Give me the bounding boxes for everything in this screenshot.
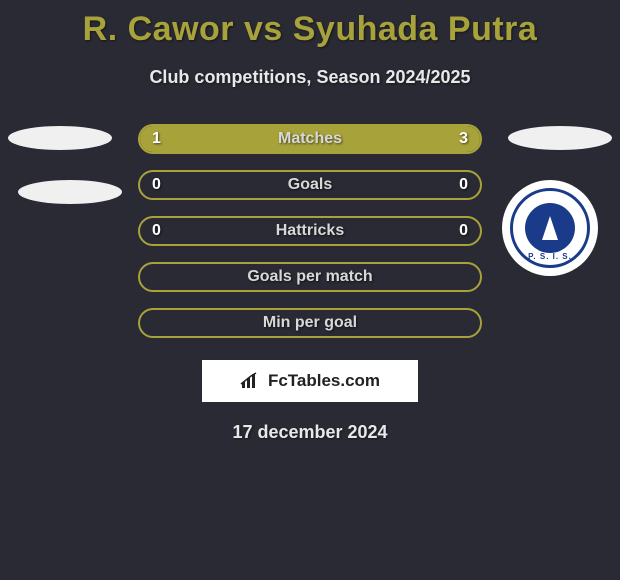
stat-label: Goals bbox=[288, 176, 332, 194]
stat-label: Goals per match bbox=[247, 268, 372, 286]
page-title: R. Cawor vs Syuhada Putra bbox=[0, 0, 620, 49]
stat-label: Hattricks bbox=[276, 222, 344, 240]
stat-right-value: 0 bbox=[459, 176, 468, 194]
brand-text: FcTables.com bbox=[268, 371, 380, 391]
fill-right bbox=[225, 126, 480, 152]
stat-right-value: 3 bbox=[459, 130, 468, 148]
player-left-club-logo-placeholder bbox=[18, 180, 122, 204]
stat-row-min-per-goal: Min per goal bbox=[138, 308, 482, 338]
bar-chart-icon bbox=[240, 372, 262, 390]
monument-icon bbox=[542, 216, 558, 240]
stat-row-matches: 1 Matches 3 bbox=[138, 124, 482, 154]
club-badge-text: P. S. I. S. bbox=[528, 252, 572, 261]
player-right-logo-placeholder bbox=[508, 126, 612, 150]
stat-label: Min per goal bbox=[263, 314, 357, 332]
stat-row-goals: 0 Goals 0 bbox=[138, 170, 482, 200]
player-left-logo-placeholder bbox=[8, 126, 112, 150]
brand-box[interactable]: FcTables.com bbox=[202, 360, 418, 402]
club-badge-psis: P. S. I. S. bbox=[502, 180, 598, 276]
stat-label: Matches bbox=[278, 130, 342, 148]
subtitle: Club competitions, Season 2024/2025 bbox=[0, 67, 620, 88]
date-text: 17 december 2024 bbox=[0, 422, 620, 443]
stat-right-value: 0 bbox=[459, 222, 468, 240]
stat-row-goals-per-match: Goals per match bbox=[138, 262, 482, 292]
stat-row-hattricks: 0 Hattricks 0 bbox=[138, 216, 482, 246]
stat-left-value: 0 bbox=[152, 222, 161, 240]
stat-left-value: 1 bbox=[152, 130, 161, 148]
stat-left-value: 0 bbox=[152, 176, 161, 194]
